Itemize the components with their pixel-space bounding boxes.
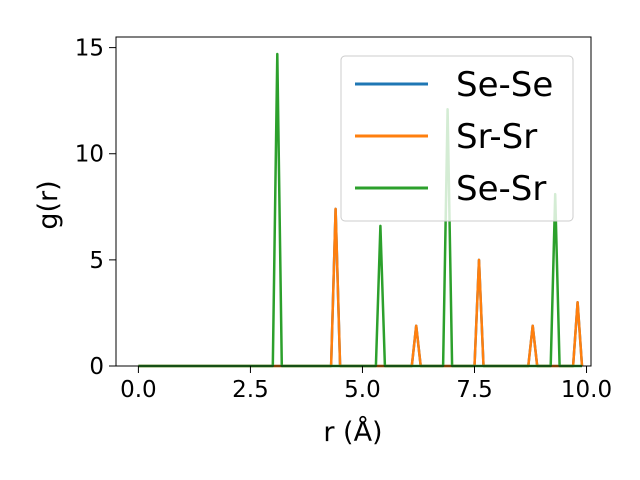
- legend-box: [340, 55, 574, 222]
- plot-frame: [115, 36, 592, 367]
- x-tick-label: 7.5: [456, 377, 493, 403]
- y-axis-label: g(r): [33, 180, 64, 229]
- legend-label: Sr-Sr: [456, 117, 537, 157]
- y-tick-label: 0: [89, 354, 104, 380]
- y-tick-label: 15: [75, 36, 104, 62]
- x-tick-label: 2.5: [232, 377, 269, 403]
- y-tick-label: 10: [75, 142, 104, 168]
- x-axis: 0.0 2.5 5.0 7.5 10.0: [120, 366, 612, 403]
- x-tick-label: 10.0: [561, 377, 612, 403]
- legend-label: Se-Se: [456, 65, 553, 105]
- x-tick-label: 0.0: [120, 377, 157, 403]
- y-tick-label: 5: [89, 248, 104, 274]
- x-axis-label: r (Å): [323, 416, 382, 448]
- legend-label: Se-Sr: [456, 169, 546, 209]
- x-tick-label: 5.0: [344, 377, 381, 403]
- legend: Se-Se Sr-Sr Se-Sr: [340, 55, 574, 222]
- y-axis: 0 5 10 15: [75, 36, 116, 380]
